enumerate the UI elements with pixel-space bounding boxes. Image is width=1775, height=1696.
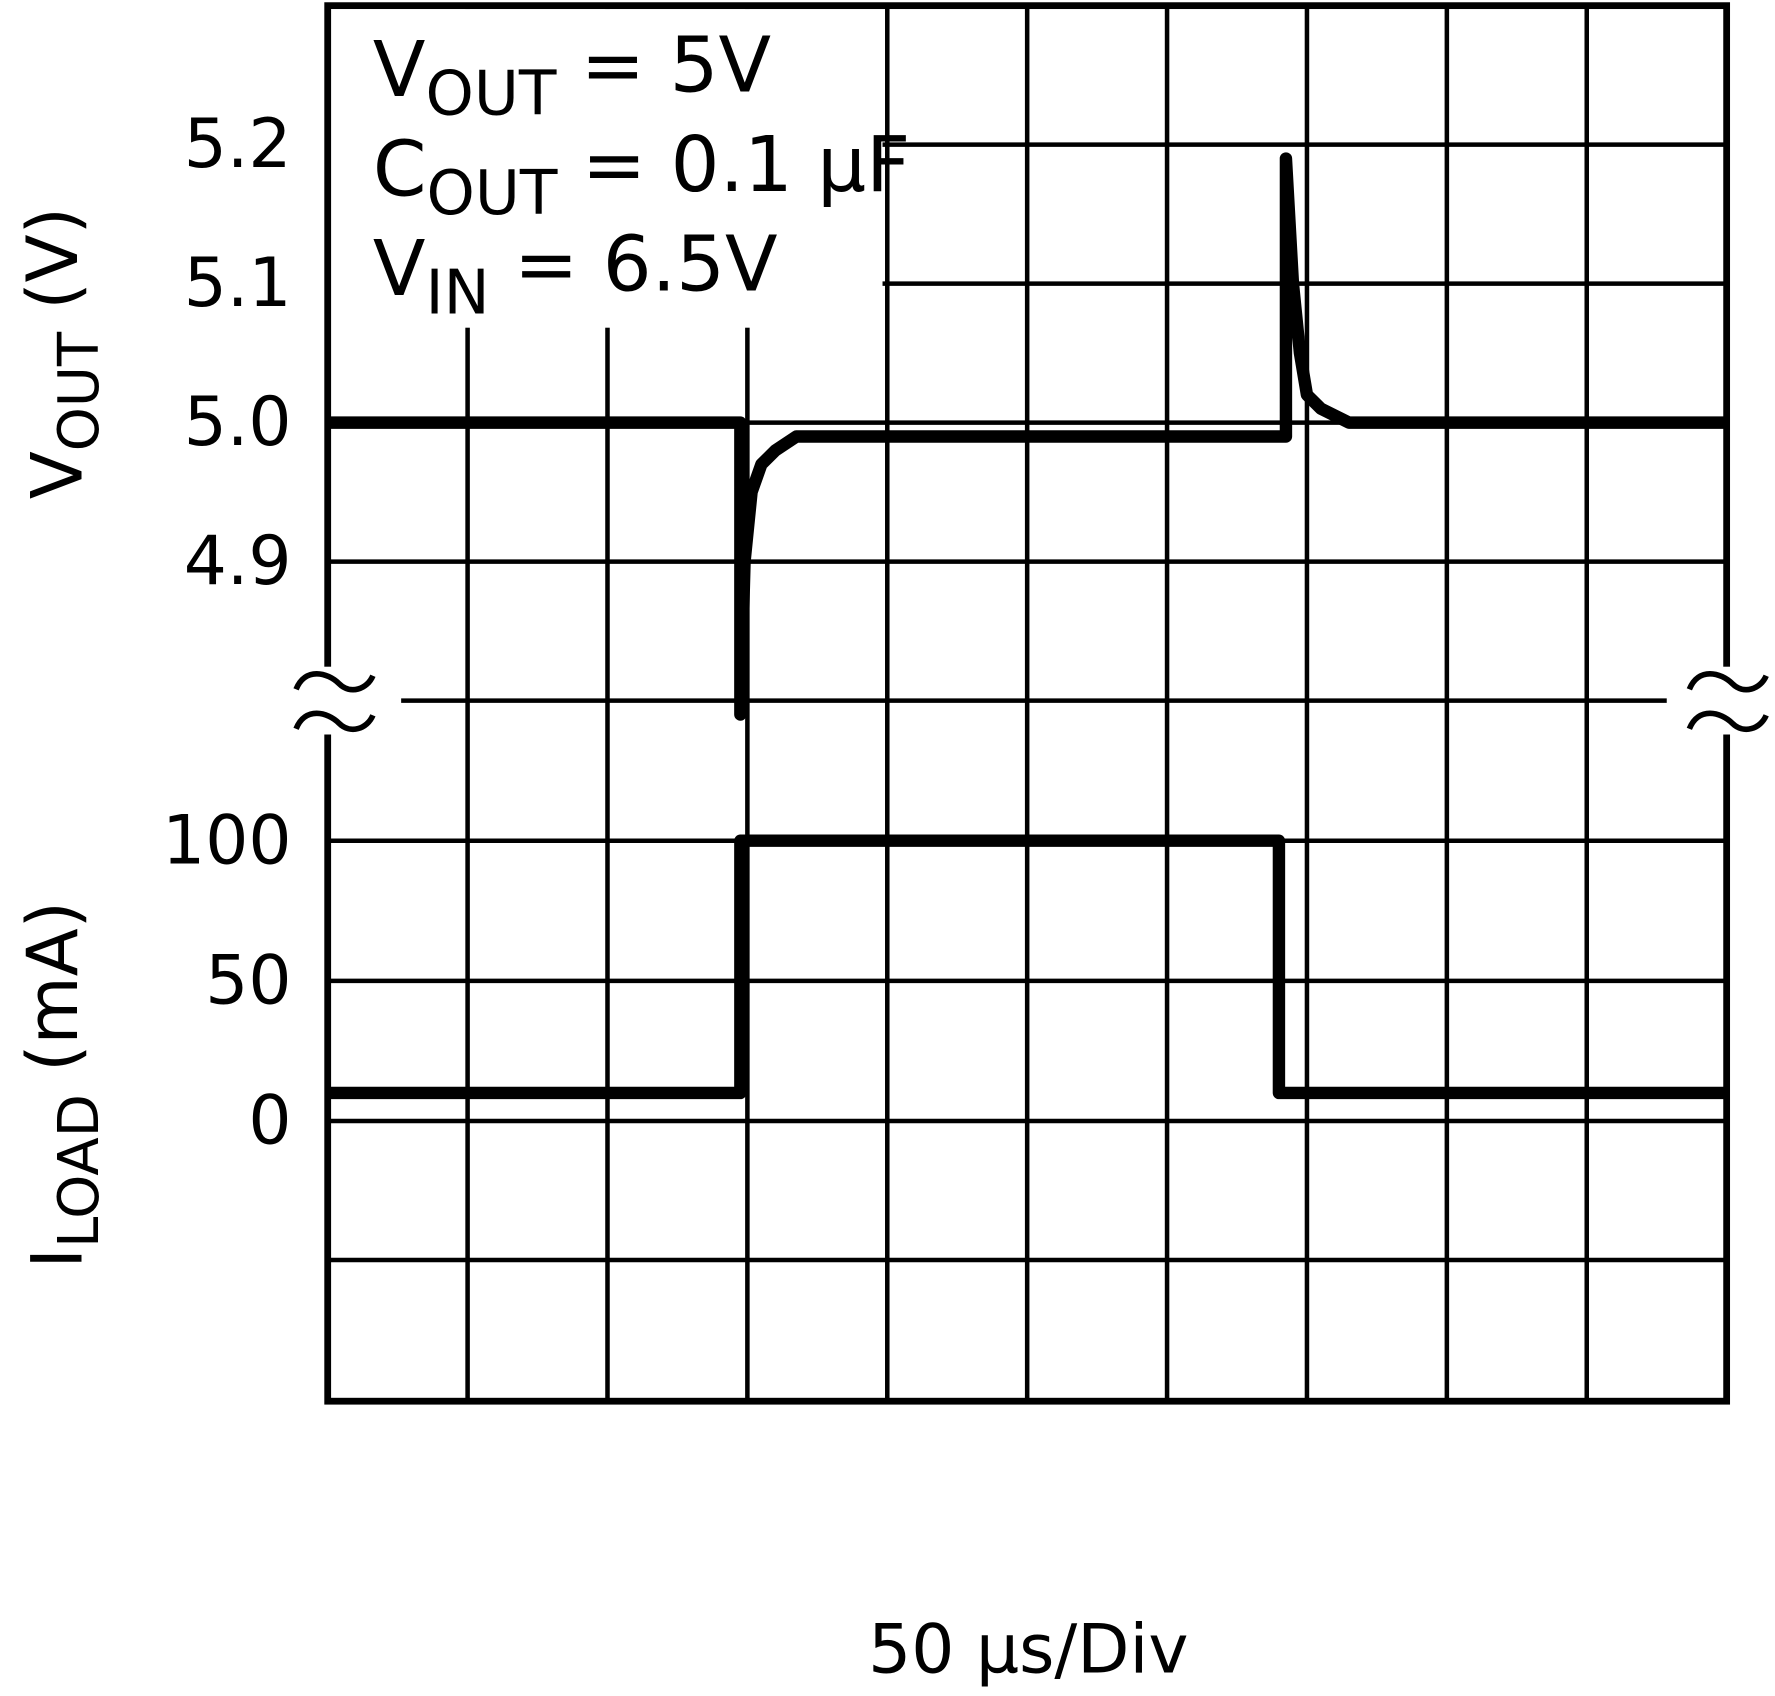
annotation: VIN = 6.5V [373, 220, 778, 328]
y-tick-label: 5.2 [184, 104, 292, 183]
annotation: VOUT = 5V [373, 21, 771, 129]
annotation: COUT = 0.1 µF [373, 121, 910, 229]
annotation-sub: IN [425, 257, 489, 328]
y-axis-label-main: V [16, 451, 98, 499]
annotation-rest: = 6.5V [490, 220, 778, 309]
y-axis-label-main: I [16, 1248, 98, 1269]
annotation-rest: = 0.1 µF [557, 121, 910, 210]
annotation-main: C [373, 125, 427, 214]
y-tick-label: 4.9 [184, 521, 292, 600]
y-axis-label: ILOAD (mA) [12, 901, 112, 1269]
y-axis-label-sub: LOAD [47, 1094, 112, 1248]
annotation-box [329, 9, 883, 328]
y-tick-label: 0 [248, 1081, 291, 1160]
y-tick-label: 5.0 [184, 382, 292, 461]
annotation-sub: OUT [427, 158, 558, 229]
y-axis-label: VOUT (V) [12, 207, 112, 499]
y-tick-label: 50 [205, 940, 291, 1019]
y-tick-label: 5.1 [184, 243, 292, 322]
annotation-main: V [373, 26, 426, 115]
axis-break [1686, 670, 1769, 733]
y-axis-label-rest: (mA) [12, 901, 94, 1094]
y-axis-label-sub: OUT [47, 331, 112, 451]
axis-break [293, 670, 376, 733]
annotation-main: V [373, 225, 426, 314]
annotation-rest: = 5V [556, 21, 771, 110]
x-axis-label: 50 µs/Div [868, 1609, 1188, 1688]
trace [327, 152, 1727, 721]
y-axis-label-rest: (V) [12, 207, 94, 332]
y-tick-label: 100 [162, 800, 291, 879]
trace [327, 834, 1727, 1100]
annotation-sub: OUT [425, 58, 556, 129]
